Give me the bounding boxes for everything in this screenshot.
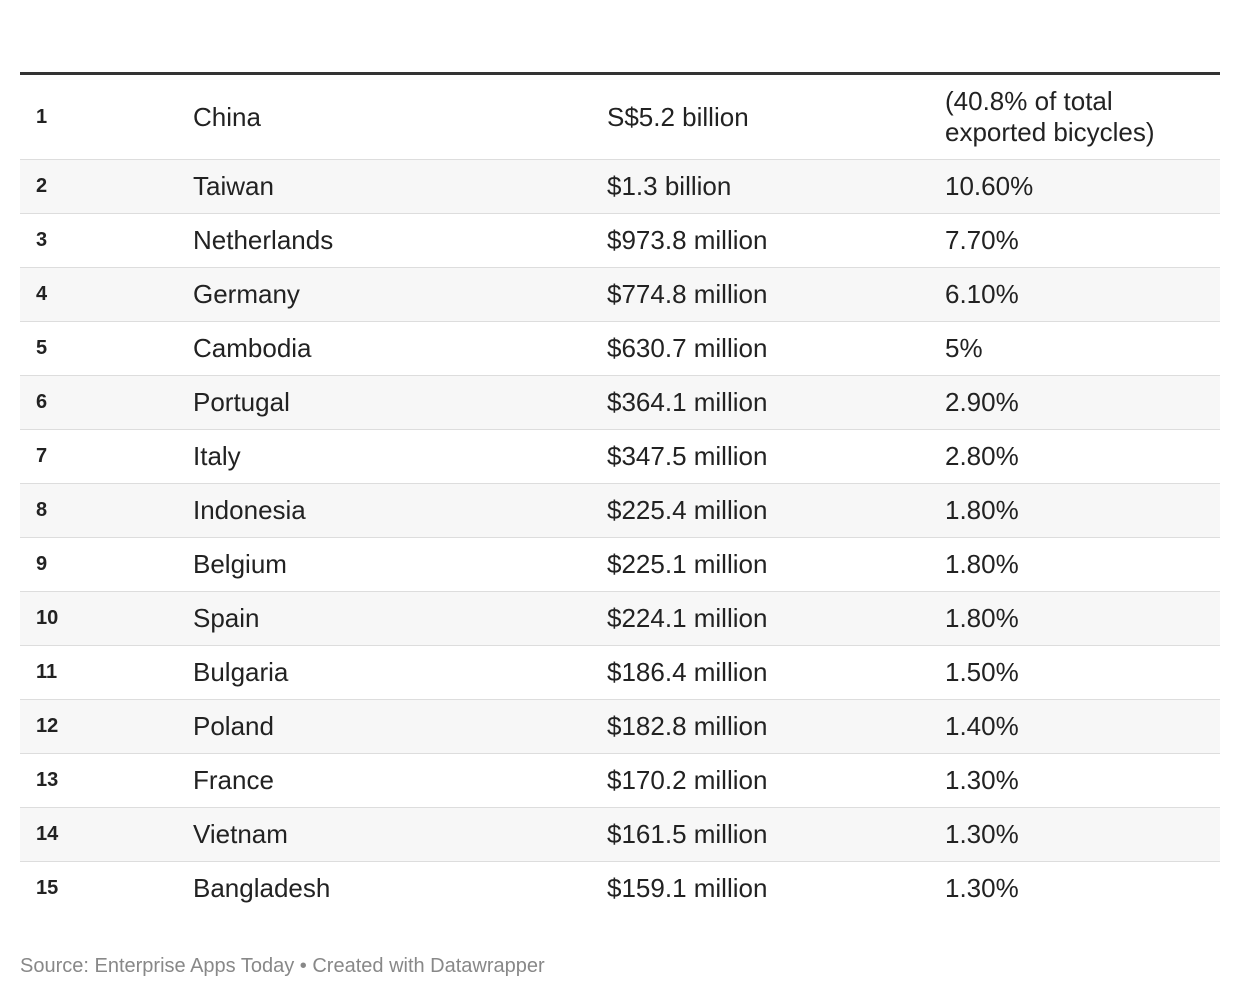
- share-cell: (40.8% of total exported bicycles): [945, 75, 1220, 160]
- value-cell: $161.5 million: [607, 807, 945, 862]
- rank-cell: 4: [20, 267, 193, 322]
- value-cell: $347.5 million: [607, 429, 945, 484]
- country-cell: China: [193, 75, 607, 160]
- data-table: 1 China S$5.2 billion (40.8% of total ex…: [20, 75, 1220, 915]
- country-cell: Belgium: [193, 537, 607, 592]
- source-footer: Source: Enterprise Apps Today • Created …: [20, 955, 545, 977]
- country-cell: Portugal: [193, 375, 607, 430]
- country-cell: Spain: [193, 591, 607, 646]
- share-cell: 1.30%: [945, 807, 1220, 862]
- share-cell: 10.60%: [945, 159, 1220, 214]
- table-row: 15 Bangladesh $159.1 million 1.30%: [20, 862, 1220, 916]
- country-cell: Poland: [193, 699, 607, 754]
- share-cell: 1.80%: [945, 483, 1220, 538]
- rank-cell: 3: [20, 213, 193, 268]
- rank-cell: 9: [20, 537, 193, 592]
- share-cell: 1.50%: [945, 645, 1220, 700]
- country-cell: Italy: [193, 429, 607, 484]
- rank-cell: 5: [20, 321, 193, 376]
- table-row: 13 France $170.2 million 1.30%: [20, 753, 1220, 808]
- share-cell: 5%: [945, 321, 1220, 376]
- rank-cell: 2: [20, 159, 193, 214]
- table-row: 3 Netherlands $973.8 million 7.70%: [20, 213, 1220, 268]
- value-cell: $774.8 million: [607, 267, 945, 322]
- country-cell: Vietnam: [193, 807, 607, 862]
- share-cell: 1.40%: [945, 699, 1220, 754]
- data-table-container: 1 China S$5.2 billion (40.8% of total ex…: [20, 72, 1220, 915]
- rank-cell: 1: [20, 75, 193, 160]
- rank-cell: 14: [20, 807, 193, 862]
- country-cell: France: [193, 753, 607, 808]
- value-cell: $225.4 million: [607, 483, 945, 538]
- rank-cell: 10: [20, 591, 193, 646]
- table-row: 14 Vietnam $161.5 million 1.30%: [20, 807, 1220, 862]
- share-cell: 6.10%: [945, 267, 1220, 322]
- table-row: 10 Spain $224.1 million 1.80%: [20, 591, 1220, 646]
- table-row: 11 Bulgaria $186.4 million 1.50%: [20, 645, 1220, 700]
- value-cell: $182.8 million: [607, 699, 945, 754]
- value-cell: $1.3 billion: [607, 159, 945, 214]
- value-cell: $630.7 million: [607, 321, 945, 376]
- share-cell: 7.70%: [945, 213, 1220, 268]
- value-cell: $186.4 million: [607, 645, 945, 700]
- rank-cell: 8: [20, 483, 193, 538]
- table-row: 8 Indonesia $225.4 million 1.80%: [20, 483, 1220, 538]
- country-cell: Germany: [193, 267, 607, 322]
- share-cell: 1.30%: [945, 873, 1019, 903]
- value-cell: $224.1 million: [607, 591, 945, 646]
- rank-cell: 15: [36, 877, 59, 899]
- value-cell: $225.1 million: [607, 537, 945, 592]
- table-row: 7 Italy $347.5 million 2.80%: [20, 429, 1220, 484]
- share-cell: 1.80%: [945, 537, 1220, 592]
- share-cell: 1.80%: [945, 591, 1220, 646]
- value-cell: $159.1 million: [607, 873, 768, 903]
- rank-cell: 13: [20, 753, 193, 808]
- table-row: 6 Portugal $364.1 million 2.90%: [20, 375, 1220, 430]
- table-row: 1 China S$5.2 billion (40.8% of total ex…: [20, 75, 1220, 160]
- share-cell: 2.80%: [945, 429, 1220, 484]
- value-cell: $364.1 million: [607, 375, 945, 430]
- table-row: 4 Germany $774.8 million 6.10%: [20, 267, 1220, 322]
- country-cell: Cambodia: [193, 321, 607, 376]
- value-cell: S$5.2 billion: [607, 75, 945, 160]
- rank-cell: 11: [20, 645, 193, 700]
- rank-cell: 12: [20, 699, 193, 754]
- country-cell: Bulgaria: [193, 645, 607, 700]
- value-cell: $973.8 million: [607, 213, 945, 268]
- share-cell: 2.90%: [945, 375, 1220, 430]
- rank-cell: 7: [20, 429, 193, 484]
- table-row: 5 Cambodia $630.7 million 5%: [20, 321, 1220, 376]
- share-cell: 1.30%: [945, 753, 1220, 808]
- rank-cell: 6: [20, 375, 193, 430]
- table-row: 2 Taiwan $1.3 billion 10.60%: [20, 159, 1220, 214]
- country-cell: Netherlands: [193, 213, 607, 268]
- country-cell: Indonesia: [193, 483, 607, 538]
- country-cell: Bangladesh: [193, 873, 331, 903]
- country-cell: Taiwan: [193, 159, 607, 214]
- table-row: 12 Poland $182.8 million 1.40%: [20, 699, 1220, 754]
- table-row: 9 Belgium $225.1 million 1.80%: [20, 537, 1220, 592]
- value-cell: $170.2 million: [607, 753, 945, 808]
